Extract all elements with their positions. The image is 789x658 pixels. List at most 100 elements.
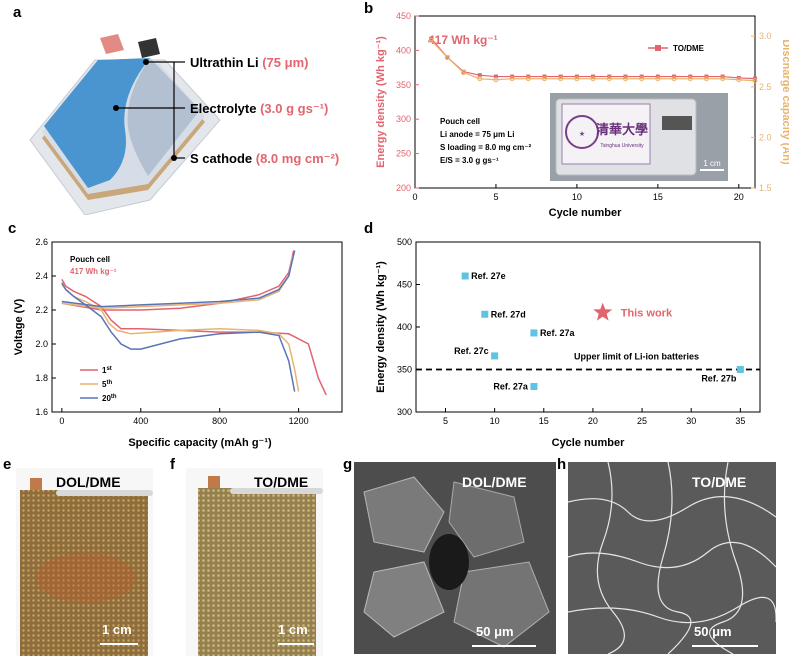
- capacity-point: [444, 54, 450, 60]
- chart-b-frame: [414, 15, 756, 189]
- y-tick-label: 1.6: [35, 407, 48, 417]
- sem-h-label: TO/DME: [692, 474, 747, 490]
- sem-void: [429, 534, 469, 590]
- y2-tick-label: 2.5: [759, 82, 772, 92]
- energy-point: [493, 74, 498, 79]
- chart-c-text-pouch: Pouch cell: [70, 255, 110, 264]
- capacity-point: [574, 76, 580, 82]
- legend-label-5th: 5th: [102, 380, 112, 389]
- logo-chinese-text: 清華大學: [596, 122, 648, 137]
- chart-c: Pouch cell 417 Wh kg⁻¹ Specific capacity…: [13, 237, 343, 449]
- y-tick-label: 400: [397, 322, 412, 332]
- capacity-point: [703, 76, 709, 82]
- schematic-label-electrolyte: Electrolyte (3.0 g gs⁻¹): [190, 101, 328, 116]
- li-foil-texture: [20, 490, 148, 656]
- sem-h-svg: [568, 462, 776, 654]
- y-tick-label: 500: [397, 237, 412, 247]
- li-foil-texture: [198, 488, 316, 656]
- photo-f-scale: 1 cm: [278, 622, 308, 637]
- photo-e-svg: [16, 468, 153, 656]
- capacity-point: [542, 76, 548, 82]
- capacity-point: [687, 76, 693, 82]
- x-tick-label: 10: [572, 192, 582, 202]
- inset-text: Pouch cell Li anode = 75 μm Li S loading…: [440, 117, 531, 165]
- y2-tick-label: 1.5: [759, 183, 772, 193]
- y-tick-label: 450: [397, 280, 412, 290]
- chart-d-xlabel: Cycle number: [552, 437, 625, 449]
- chart-c-frame: [51, 241, 343, 413]
- photo-tab: [662, 116, 692, 130]
- y-tick-label: 2.0: [35, 339, 48, 349]
- photo-scale-label: 1 cm: [703, 159, 721, 168]
- y-tick-label: 2.2: [35, 305, 48, 315]
- panel-label-f: f: [170, 456, 175, 473]
- seal-glyph: ★: [579, 130, 585, 138]
- voltage-curve-1st-discharge: [61, 279, 327, 396]
- panel-label-b: b: [364, 0, 374, 17]
- legend-label: TO/DME: [673, 44, 705, 53]
- chart-c-ylabel: Voltage (V): [13, 298, 25, 355]
- panel-label-h: h: [557, 456, 567, 473]
- logo-sticker: [561, 103, 651, 165]
- inset-line: Li anode = 75 μm Li: [440, 130, 514, 139]
- callout-dot: [113, 105, 119, 111]
- x-tick-label: 35: [735, 416, 745, 426]
- sem-h: TO/DME 50 μm: [568, 462, 776, 654]
- x-tick-label: 20: [588, 416, 598, 426]
- this-work-star: [593, 302, 613, 321]
- ref-point: [461, 272, 469, 280]
- ref-label: Ref. 27d: [491, 309, 526, 319]
- x-tick-label: 800: [212, 416, 227, 426]
- callout-dot: [143, 59, 149, 65]
- ref-label: Ref. 27b: [701, 374, 737, 384]
- y-tick-label: 1.8: [35, 373, 48, 383]
- sem-g-label: DOL/DME: [462, 474, 527, 490]
- chart-b-legend: TO/DME: [648, 44, 705, 53]
- x-tick-label: 15: [539, 416, 549, 426]
- capacity-point: [525, 76, 531, 82]
- capacity-point: [590, 76, 596, 82]
- x-tick-label: 5: [493, 192, 498, 202]
- panel-label-a: a: [13, 4, 22, 21]
- panel-label-c: c: [8, 220, 17, 237]
- photo-e-scale: 1 cm: [102, 622, 132, 637]
- capacity-point: [720, 76, 726, 82]
- x-tick-label: 0: [412, 192, 417, 202]
- y-tick-label: 250: [396, 149, 411, 159]
- ref-label: Ref. 27a: [540, 328, 576, 338]
- schematic-label-cathode: S cathode (8.0 mg cm⁻²): [190, 151, 339, 166]
- capacity-point: [477, 76, 483, 82]
- logo-english-text: Tsinghua University: [600, 143, 644, 149]
- y-tick-label: 300: [396, 114, 411, 124]
- sem-particle: [448, 481, 525, 558]
- electrolyte-region: [44, 58, 150, 188]
- inset-line: E/S = 3.0 g gs⁻¹: [440, 156, 499, 165]
- panel-label-d: d: [364, 220, 374, 237]
- x-tick-label: 10: [490, 416, 500, 426]
- y-tick-label: 400: [396, 45, 411, 55]
- ref-label: Ref. 27e: [471, 271, 506, 281]
- ref-point: [530, 329, 538, 337]
- energy-point: [477, 73, 482, 78]
- panel-label-g: g: [343, 456, 353, 473]
- ref-point: [530, 383, 538, 390]
- voltage-curve-5th-discharge: [61, 284, 300, 392]
- photo-e-label: DOL/DME: [56, 474, 121, 490]
- schematic-label-li: Ultrathin Li (75 μm): [190, 55, 308, 70]
- ref-point: [491, 352, 499, 360]
- ref-label: Ref. 27a: [493, 382, 529, 392]
- tweezer: [56, 490, 153, 496]
- sem-g: DOL/DME 50 μm: [354, 462, 556, 654]
- photo-e: DOL/DME 1 cm: [16, 468, 153, 656]
- callout-dot: [171, 155, 177, 161]
- tweezer: [230, 488, 323, 494]
- capacity-point: [606, 76, 612, 82]
- sem-particle: [453, 561, 550, 648]
- voltage-curve-20th-charge: [61, 250, 296, 308]
- capacity-point: [558, 76, 564, 82]
- capacity-point: [622, 76, 628, 82]
- capacity-point: [655, 76, 661, 82]
- x-tick-label: 20: [734, 192, 744, 202]
- photo-f-label: TO/DME: [254, 474, 309, 490]
- chart-b-xlabel: Cycle number: [549, 207, 622, 219]
